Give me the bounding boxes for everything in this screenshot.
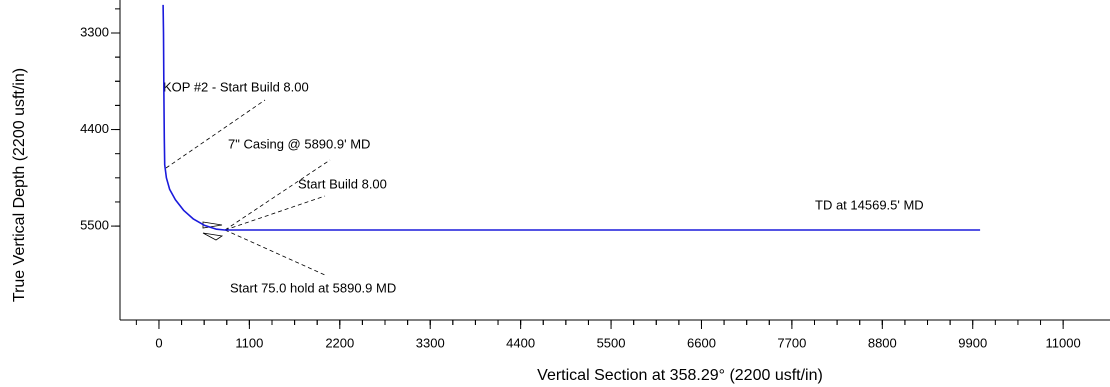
annotation: 7" Casing @ 5890.9' MD — [228, 136, 370, 151]
x-tick-label: 8800 — [868, 335, 897, 350]
y-tick-label: 4400 — [80, 121, 109, 136]
y-tick-label: 5500 — [80, 218, 109, 233]
wellpath-line — [162, 4, 981, 231]
y-axis-title: True Vertical Depth (2200 usft/in) — [11, 68, 28, 302]
x-tick-label: 5500 — [597, 335, 626, 350]
annotation: Start 75.0 hold at 5890.9 MD — [230, 280, 396, 295]
x-tick-label: 2200 — [325, 335, 354, 350]
x-tick-label: 0 — [155, 335, 162, 350]
marker — [202, 232, 224, 241]
x-tick-label: 3300 — [416, 335, 445, 350]
x-tick-label: 9900 — [958, 335, 987, 350]
x-tick-label: 1100 — [235, 335, 263, 350]
x-tick-label: 6600 — [687, 335, 716, 350]
annotation: KOP #2 - Start Build 8.00 — [163, 79, 309, 94]
annotation: TD at 14569.5' MD — [815, 197, 924, 212]
x-tick-label: 4400 — [506, 335, 535, 350]
x-axis-title: Vertical Section at 358.29° (2200 usft/i… — [537, 367, 823, 384]
annotation: Start Build 8.00 — [298, 176, 387, 191]
x-tick-label: 7700 — [777, 335, 806, 350]
leader-line — [224, 159, 331, 231]
leader-line — [224, 229, 326, 276]
y-tick-label: 3300 — [80, 24, 109, 39]
x-tick-label: 11000 — [1046, 335, 1081, 350]
leader-line — [224, 195, 326, 231]
leader-line — [165, 99, 266, 169]
